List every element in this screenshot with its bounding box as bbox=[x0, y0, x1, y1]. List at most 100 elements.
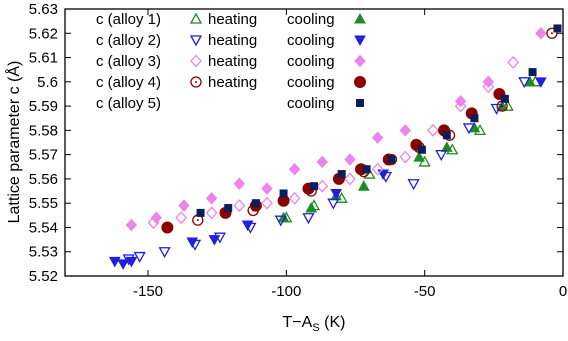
data-point bbox=[427, 123, 439, 137]
data-point bbox=[377, 169, 390, 181]
y-tick-label: 5.54 bbox=[29, 219, 58, 236]
data-point bbox=[133, 251, 146, 263]
series-4 bbox=[147, 55, 520, 230]
legend-heating-label: heating bbox=[208, 74, 257, 91]
y-tick-label: 5.53 bbox=[29, 244, 58, 261]
legend-cooling-marker bbox=[354, 12, 366, 24]
x-tick-label: -100 bbox=[271, 283, 301, 300]
legend-cooling-marker bbox=[354, 35, 366, 47]
data-point bbox=[363, 167, 376, 179]
data-point bbox=[125, 256, 138, 268]
series-5 bbox=[125, 27, 547, 232]
data-point bbox=[371, 131, 384, 144]
data-point bbox=[357, 180, 370, 191]
data-point bbox=[470, 114, 479, 123]
data-point bbox=[277, 211, 290, 223]
data-point bbox=[518, 77, 531, 89]
data-point bbox=[330, 188, 342, 200]
data-point bbox=[482, 80, 495, 94]
data-point bbox=[261, 196, 273, 210]
data-point bbox=[274, 215, 287, 227]
data-point-center bbox=[196, 219, 199, 222]
legend-cooling-label: cooling bbox=[287, 53, 335, 70]
legend-heating-marker bbox=[190, 54, 202, 68]
legend-heating-label: heating bbox=[208, 11, 257, 28]
y-tick-label: 5.63 bbox=[29, 1, 58, 18]
legend-series-label: c (alloy 4) bbox=[96, 74, 161, 91]
data-point bbox=[553, 24, 562, 33]
data-point bbox=[387, 155, 396, 164]
y-tick-label: 5.61 bbox=[29, 50, 58, 67]
x-tick-label: -150 bbox=[133, 283, 163, 300]
data-point bbox=[175, 211, 188, 225]
data-point bbox=[507, 55, 520, 69]
y-tick-label: 5.57 bbox=[29, 147, 58, 164]
y-axis-title: Lattice parameter c (Å) bbox=[4, 61, 23, 224]
legend-cooling-marker bbox=[354, 54, 366, 68]
legend-heating-marker bbox=[190, 76, 202, 88]
data-point bbox=[490, 103, 503, 115]
data-point bbox=[305, 202, 318, 213]
data-point bbox=[158, 247, 171, 259]
data-points bbox=[108, 24, 562, 270]
series-1 bbox=[277, 75, 536, 223]
data-point bbox=[279, 189, 288, 198]
data-point bbox=[316, 179, 329, 193]
data-point bbox=[528, 68, 537, 77]
legend-cooling-label: cooling bbox=[287, 74, 335, 91]
data-point bbox=[161, 221, 174, 234]
legend-series-label: c (alloy 5) bbox=[96, 95, 161, 112]
data-point bbox=[186, 237, 199, 249]
data-point-center bbox=[550, 32, 553, 35]
data-point bbox=[435, 149, 448, 161]
data-point bbox=[462, 123, 476, 135]
data-point bbox=[150, 211, 162, 224]
plot-frame bbox=[64, 8, 564, 277]
data-point bbox=[454, 99, 467, 113]
legend-heating-marker-center bbox=[195, 81, 197, 83]
data-point bbox=[337, 170, 346, 179]
data-point bbox=[196, 208, 205, 217]
data-point bbox=[178, 199, 190, 212]
y-tick-label: 5.52 bbox=[29, 268, 58, 285]
legend-series-label: c (alloy 2) bbox=[96, 32, 161, 49]
data-point bbox=[344, 153, 356, 166]
data-point bbox=[224, 204, 233, 213]
data-point bbox=[251, 199, 260, 208]
y-tick-label: 5.6 bbox=[37, 74, 58, 91]
data-point bbox=[205, 206, 218, 220]
data-point bbox=[288, 191, 301, 205]
data-point-center bbox=[501, 105, 504, 108]
data-point bbox=[371, 162, 384, 176]
legend-cooling-marker bbox=[354, 76, 366, 88]
legend-cooling-label: cooling bbox=[287, 95, 335, 112]
data-point bbox=[316, 155, 328, 169]
legend-series-label: c (alloy 1) bbox=[96, 11, 161, 28]
x-axis-title: T−AS (K) bbox=[283, 314, 346, 334]
y-tick-label: 5.59 bbox=[29, 98, 58, 115]
legend-cooling-label: cooling bbox=[287, 32, 335, 49]
data-point bbox=[302, 213, 315, 225]
data-point bbox=[535, 27, 547, 40]
data-point bbox=[535, 77, 547, 88]
data-point bbox=[546, 27, 558, 39]
y-tick-label: 5.55 bbox=[29, 195, 58, 212]
data-point bbox=[288, 162, 301, 176]
data-point bbox=[399, 124, 411, 137]
data-point bbox=[454, 94, 467, 108]
data-point bbox=[108, 256, 121, 268]
data-point bbox=[482, 75, 494, 89]
y-tick-label: 5.58 bbox=[29, 122, 58, 139]
data-point bbox=[344, 172, 356, 186]
data-point bbox=[417, 145, 426, 154]
y-tick-label: 5.62 bbox=[29, 25, 58, 42]
data-point bbox=[205, 192, 218, 205]
legend-heating-label: heating bbox=[208, 32, 257, 49]
legend-cooling-marker bbox=[356, 99, 364, 107]
legend: c (alloy 1) heating cooling c (alloy 2) heat… bbox=[96, 11, 366, 112]
data-point bbox=[310, 182, 318, 191]
axis-ticks: -150 -100 -50 0 5.52 5.53 5.54 5.55 5.56 5.57 5.58… bbox=[29, 1, 567, 300]
data-point bbox=[233, 199, 246, 213]
series-3 bbox=[108, 77, 547, 270]
